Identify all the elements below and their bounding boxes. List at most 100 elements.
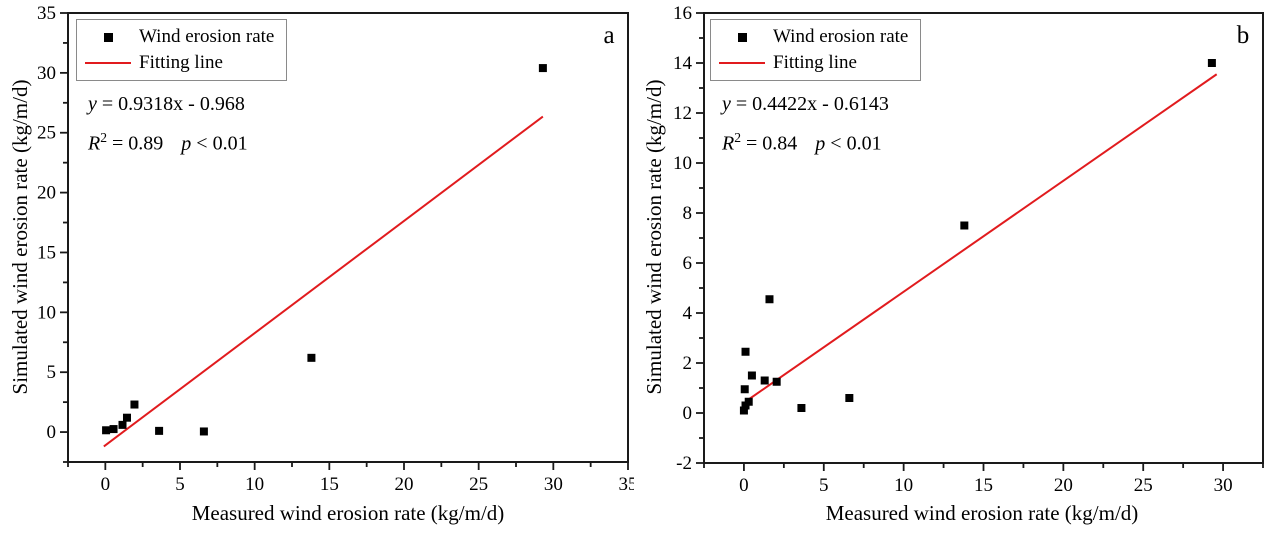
equation-text: y = 0.9318x - 0.968 [88, 88, 248, 121]
y-axis-title: Simulated wind erosion rate (kg/m/d) [642, 79, 666, 395]
x-tick-label: 25 [1134, 475, 1153, 496]
y-tick-label: 14 [673, 53, 693, 74]
r-symbol: R [88, 132, 101, 155]
panel-b: 0 5 10 15 20 25 30 -2 0 2 4 6 8 10 12 14 16 Simulated wi… [634, 0, 1268, 537]
legend-label-line: Fitting line [139, 52, 223, 73]
legend-row-line: Fitting line [719, 50, 908, 76]
x-tick-label: 15 [974, 475, 993, 496]
y-tick-label: 10 [673, 153, 692, 174]
p-symbol: p [815, 132, 826, 155]
equation-text: y = 0.4422x - 0.6143 [722, 88, 889, 121]
equation-rhs: = 0.9318x - 0.968 [96, 93, 245, 115]
y-tick-label: 6 [683, 253, 693, 274]
p-value: < 0.01 [825, 132, 882, 155]
y-tick-label: -2 [676, 453, 692, 474]
y-tick-label: 30 [37, 63, 56, 84]
equation-rhs: = 0.4422x - 0.6143 [730, 93, 889, 115]
regression-annotation: y = 0.9318x - 0.968 R2 = 0.89 p < 0.01 [88, 88, 248, 161]
x-tick-label: 30 [1214, 475, 1233, 496]
r-superscript: 2 [100, 130, 108, 145]
y-tick-label: 5 [47, 362, 57, 383]
y-tick-label: 15 [37, 242, 56, 263]
x-tick-label: 20 [395, 474, 414, 495]
x-tick-label: 30 [544, 474, 563, 495]
legend-label-scatter: Wind erosion rate [773, 26, 909, 47]
x-axis-title: Measured wind erosion rate (kg/m/d) [191, 501, 505, 525]
data-point [199, 427, 208, 436]
y-tick-label: 10 [37, 302, 56, 323]
data-point [118, 420, 127, 429]
equation-y-symbol: y [88, 93, 97, 115]
data-point [109, 425, 118, 434]
x-tick-label: 15 [320, 474, 339, 495]
data-point [1207, 59, 1216, 67]
legend: Wind erosion rate Fitting line [710, 19, 922, 81]
r-value: = 0.89 [107, 132, 164, 155]
fit-line-icon [719, 57, 765, 69]
data-point [845, 394, 854, 402]
data-point [739, 406, 748, 415]
data-point [155, 426, 164, 435]
y-tick-label: 4 [683, 303, 693, 324]
data-point [307, 353, 316, 362]
x-tick-label: 35 [619, 474, 635, 495]
legend: Wind erosion rate Fitting line [76, 19, 288, 81]
data-point [538, 64, 547, 73]
data-point [122, 413, 131, 422]
scatter-marker-icon [85, 31, 131, 43]
x-tick-label: 5 [175, 474, 185, 495]
data-point [765, 295, 774, 304]
y-tick-label: 0 [683, 403, 693, 424]
r-value: = 0.84 [741, 132, 798, 155]
legend-row-scatter: Wind erosion rate [719, 24, 908, 50]
x-tick-label: 0 [101, 474, 111, 495]
regression-annotation: y = 0.4422x - 0.6143 R2 = 0.84 p < 0.01 [722, 88, 889, 161]
data-point [747, 371, 756, 380]
y-tick-label: 20 [37, 183, 56, 204]
y-tick-label: 16 [673, 3, 692, 24]
plot-a-canvas: 0 5 10 15 20 25 30 35 0 5 10 15 20 25 30 35 [37, 3, 635, 495]
r-squared-text: R2 = 0.89 p < 0.01 [88, 121, 248, 161]
r-superscript: 2 [734, 130, 742, 145]
y-tick-label: 12 [673, 103, 692, 124]
x-tick-label: 25 [469, 474, 488, 495]
x-tick-label: 10 [894, 475, 913, 496]
x-tick-label: 20 [1054, 475, 1073, 496]
y-tick-label: 2 [683, 353, 693, 374]
y-tick-label: 8 [683, 203, 693, 224]
data-point [130, 400, 139, 409]
fit-line-icon [85, 57, 131, 69]
data-point [772, 377, 781, 386]
data-point [744, 397, 753, 406]
p-symbol: p [181, 132, 192, 155]
r-squared-text: R2 = 0.84 p < 0.01 [722, 121, 889, 161]
r-symbol: R [722, 132, 735, 155]
y-axis-title: Simulated wind erosion rate (kg/m/d) [8, 79, 32, 395]
plot-b-canvas: 0 5 10 15 20 25 30 -2 0 2 4 6 8 10 12 14 16 [673, 3, 1264, 496]
p-value: < 0.01 [191, 132, 248, 155]
x-tick-label: 10 [245, 474, 264, 495]
plot-frame [67, 12, 629, 463]
legend-label-scatter: Wind erosion rate [139, 26, 275, 47]
legend-row-scatter: Wind erosion rate [85, 24, 274, 50]
legend-label-line: Fitting line [773, 52, 857, 73]
fit-line [746, 73, 1218, 402]
y-tick-label: 0 [47, 422, 57, 443]
scatter-marker-icon [719, 31, 765, 43]
x-tick-label: 0 [739, 475, 749, 496]
data-point [960, 221, 969, 230]
x-tick-label: 5 [819, 475, 829, 496]
y-tick-label: 25 [37, 123, 56, 144]
legend-row-line: Fitting line [85, 50, 274, 76]
data-point [102, 426, 111, 435]
data-point [797, 404, 806, 412]
equation-y-symbol: y [722, 93, 731, 115]
data-point [741, 347, 750, 356]
x-axis-title: Measured wind erosion rate (kg/m/d) [825, 501, 1139, 525]
data-point [740, 385, 749, 394]
panel-letter-b: b [1236, 22, 1250, 49]
fit-line [103, 115, 544, 448]
data-point [760, 376, 769, 385]
panel-a: 0 5 10 15 20 25 30 35 0 5 10 15 20 25 30 35 Simulated w… [0, 0, 634, 537]
panel-letter-a: a [603, 22, 615, 49]
